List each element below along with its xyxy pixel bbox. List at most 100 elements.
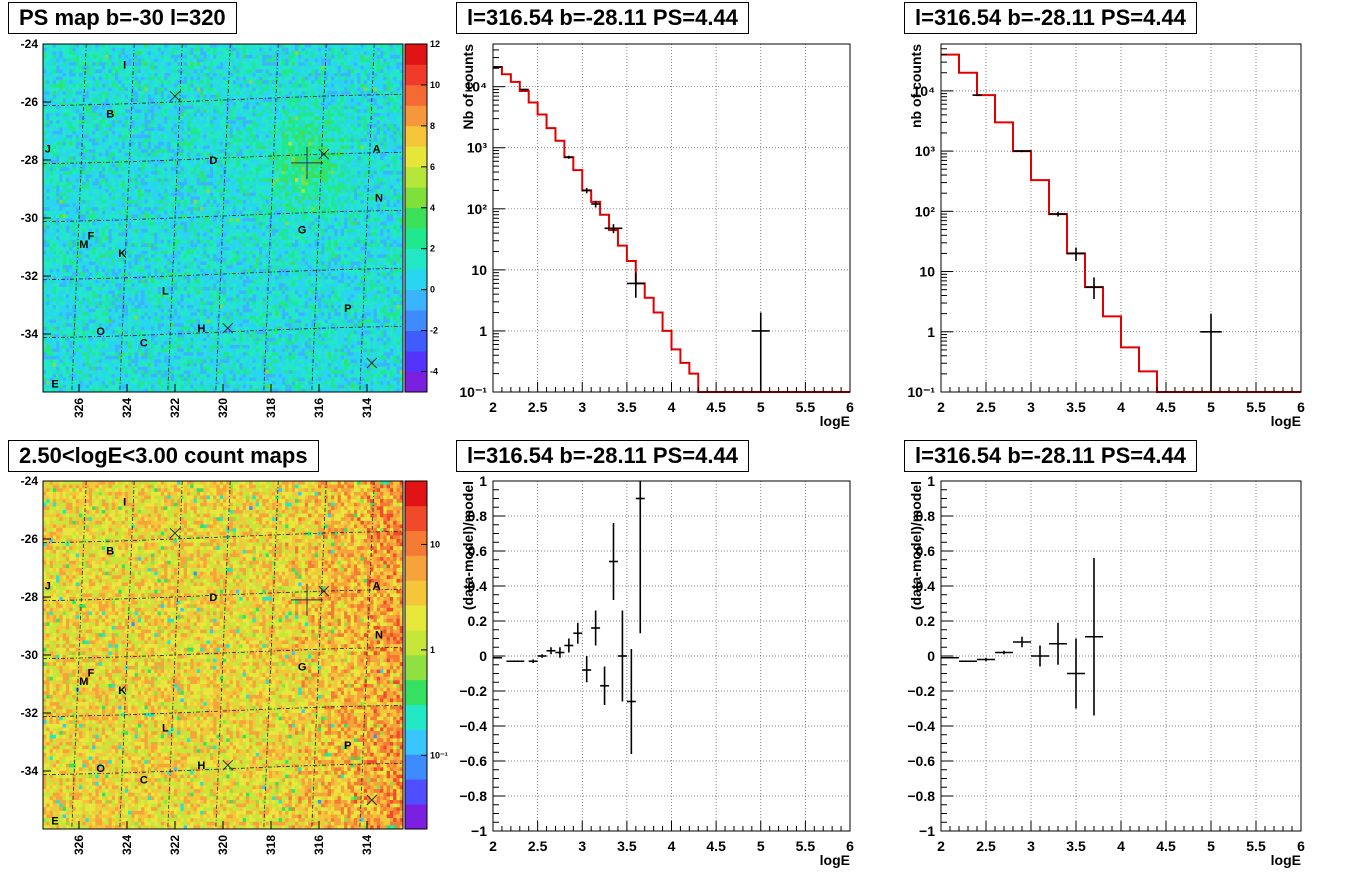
map-pixel [252, 120, 257, 125]
map-pixel [203, 145, 207, 150]
map-pixel [98, 170, 103, 175]
map-pixel [219, 145, 224, 150]
map-pixel [209, 178, 214, 183]
map-pixel [219, 51, 224, 56]
map-pixel [144, 167, 149, 172]
map-pixel [324, 76, 329, 81]
map-pixel [134, 152, 139, 157]
map-pixel [281, 112, 286, 117]
map-pixel [291, 141, 296, 146]
map-pixel [232, 138, 237, 143]
map-pixel [79, 44, 83, 48]
map-pixel [157, 207, 162, 212]
map-pixel [295, 163, 299, 168]
map-pixel [79, 54, 83, 59]
map-pixel [383, 134, 387, 139]
map-pixel [46, 163, 50, 168]
map-pixel [134, 207, 139, 212]
map-pixel [344, 167, 348, 172]
map-pixel [272, 80, 276, 85]
map-pixel [108, 62, 113, 67]
map-pixel [281, 51, 286, 56]
map-pixel [367, 127, 371, 132]
map-pixel [46, 116, 50, 121]
map-pixel [154, 44, 158, 48]
map-pixel [314, 156, 319, 161]
map-pixel [167, 105, 171, 110]
map-pixel [108, 189, 113, 193]
map-pixel [353, 58, 358, 63]
map-pixel [56, 149, 60, 154]
map-pixel [203, 44, 207, 48]
map-pixel [236, 196, 240, 201]
map-pixel [95, 203, 99, 208]
map-pixel [92, 167, 96, 172]
map-pixel [393, 62, 397, 67]
map-pixel [137, 65, 142, 70]
map-pixel [46, 181, 50, 186]
map-pixel [72, 203, 77, 208]
map-pixel [79, 181, 83, 186]
map-pixel [79, 91, 83, 96]
map-pixel [350, 83, 355, 88]
map-pixel [393, 109, 397, 114]
map-pixel [46, 51, 50, 56]
map-pixel [334, 149, 338, 154]
map-pixel [82, 91, 86, 96]
map-pixel [124, 181, 129, 186]
map-pixel [370, 181, 374, 186]
map-pixel [144, 145, 149, 150]
map-pixel [278, 44, 283, 48]
map-pixel [216, 196, 221, 201]
map-pixel [206, 65, 211, 70]
map-pixel [399, 192, 404, 197]
map-pixel [219, 102, 224, 106]
map-pixel [331, 127, 335, 132]
map-pixel [337, 156, 342, 161]
map-pixel [278, 196, 283, 201]
map-pixel [69, 138, 73, 143]
map-pixel [108, 163, 113, 168]
map-pixel [144, 181, 149, 186]
map-pixel [301, 149, 306, 154]
map-pixel [275, 192, 279, 197]
map-pixel [144, 44, 149, 48]
map-pixel [278, 189, 283, 193]
map-pixel [331, 167, 335, 172]
map-pixel [376, 185, 381, 190]
map-pixel [75, 58, 80, 63]
map-pixel [396, 178, 401, 183]
map-pixel [340, 156, 345, 161]
map-pixel [72, 141, 77, 146]
map-pixel [115, 207, 119, 212]
map-pixel [389, 62, 394, 67]
map-pixel [389, 94, 394, 99]
map-pixel [376, 102, 381, 106]
map-pixel [272, 145, 276, 150]
map-pixel [46, 58, 50, 63]
map-pixel [311, 181, 315, 186]
map-pixel [360, 116, 365, 121]
map-pixel [151, 145, 155, 150]
map-pixel [242, 181, 247, 186]
map-pixel [367, 123, 371, 128]
map-pixel [43, 138, 47, 143]
map-pixel [111, 51, 116, 56]
map-pixel [137, 105, 142, 110]
map-pixel [229, 134, 234, 139]
map-pixel [386, 47, 391, 52]
map-pixel [393, 170, 397, 175]
map-pixel [134, 73, 139, 77]
map-pixel [239, 149, 243, 154]
map-pixel [252, 167, 257, 172]
map-pixel [265, 174, 270, 179]
map-pixel [56, 181, 60, 186]
map-pixel [52, 80, 57, 85]
map-pixel [347, 83, 351, 88]
map-pixel [373, 123, 378, 128]
map-pixel [209, 109, 214, 114]
map-pixel [144, 47, 149, 52]
map-pixel [203, 87, 207, 92]
map-pixel [376, 160, 381, 164]
map-pixel [275, 58, 279, 63]
